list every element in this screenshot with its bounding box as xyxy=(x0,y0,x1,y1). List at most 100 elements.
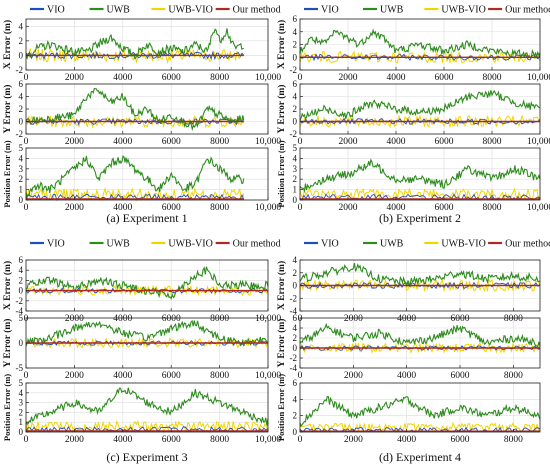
x-tick-label: 8000 xyxy=(210,73,229,83)
y-tick-label: 4 xyxy=(293,153,298,163)
x-tick-label: 2000 xyxy=(65,137,84,147)
series-uwb xyxy=(25,266,269,300)
y-tick-label: 4 xyxy=(19,153,24,163)
x-tick-label: 4000 xyxy=(397,435,416,445)
x-tick-label: 4000 xyxy=(113,203,132,213)
x-tick-label: 6000 xyxy=(162,203,181,213)
legend-label: VIO xyxy=(47,239,65,250)
y-tick-label: 3 xyxy=(293,164,298,174)
y-tick-label: 4 xyxy=(19,21,24,31)
series-uwb xyxy=(299,395,541,428)
y-axis-label: X Error (m) xyxy=(276,261,287,310)
axes-frame xyxy=(299,382,541,433)
y-tick-label: 0 xyxy=(19,286,24,296)
x-tick-label: 2000 xyxy=(65,371,84,381)
subplot-12: 0 2000 4000 6000 8000 0 2 4 6 Position Error (m) xyxy=(276,374,541,445)
x-tick-label: 4000 xyxy=(397,371,416,381)
x-tick-label: 2000 xyxy=(65,203,84,213)
x-tick-label: 2000 xyxy=(344,371,363,381)
x-tick-label: 2000 xyxy=(65,73,84,83)
y-tick-label: 4 xyxy=(293,394,298,404)
x-tick-label: 2000 xyxy=(65,435,84,445)
axes-frame xyxy=(25,18,269,71)
y-tick-label: 0 xyxy=(19,50,24,60)
x-tick-label: 6000 xyxy=(435,137,454,147)
y-tick-label: -2 xyxy=(290,65,298,75)
y-tick-label: 0 xyxy=(293,343,298,353)
legend-label: Our method xyxy=(505,5,550,16)
series-uwb xyxy=(25,155,245,200)
series-uwb xyxy=(25,387,269,426)
legend-4: VIO UWB UWB-VIO Our method xyxy=(304,239,550,250)
x-tick-label: 0 xyxy=(298,137,303,147)
x-tick-label: 0 xyxy=(24,203,29,213)
x-tick-label: 8000 xyxy=(210,435,229,445)
legend-label: Our method xyxy=(233,239,281,250)
x-tick-label: 0 xyxy=(298,73,303,83)
caption-experiment-4: (d) Experiment 4 xyxy=(379,450,461,464)
y-tick-label: -5 xyxy=(16,363,24,373)
axes-frame xyxy=(299,147,541,201)
legend-3: VIO UWB UWB-VIO Our method xyxy=(30,239,281,250)
legend-label: Our method xyxy=(505,239,550,250)
y-tick-label: 0 xyxy=(19,427,24,437)
y-tick-label: 2 xyxy=(19,407,24,417)
y-tick-label: 1 xyxy=(293,185,298,195)
series-uwb xyxy=(299,322,541,348)
legend-label: UWB-VIO xyxy=(441,5,485,16)
x-tick-label: 2000 xyxy=(339,73,358,83)
series-uwb xyxy=(299,158,541,193)
series-uwb xyxy=(25,28,244,60)
series-vio xyxy=(25,193,245,202)
x-tick-label: 6000 xyxy=(162,73,181,83)
y-axis-label: Y Error (m) xyxy=(276,85,287,134)
series-uwb-vio xyxy=(25,115,245,129)
legend-label: UWB xyxy=(107,5,131,16)
y-tick-label: 5 xyxy=(19,313,24,323)
x-tick-label: 10,000 xyxy=(255,435,281,445)
x-tick-label: 0 xyxy=(24,435,29,445)
y-tick-label: 5 xyxy=(19,378,24,388)
y-tick-label: 5 xyxy=(293,143,298,153)
x-tick-label: 8000 xyxy=(483,137,502,147)
x-tick-label: 0 xyxy=(24,73,29,83)
legend-label: VIO xyxy=(321,5,339,16)
y-tick-label: 6 xyxy=(19,79,24,89)
y-axis-label: X Error (m) xyxy=(276,20,287,69)
y-tick-label: 0 xyxy=(293,195,298,205)
series-uwb-vio xyxy=(299,341,541,354)
y-tick-label: 1 xyxy=(19,417,24,427)
y-tick-label: 2 xyxy=(293,333,298,343)
x-tick-label: 2000 xyxy=(339,137,358,147)
x-tick-label: 6000 xyxy=(435,73,454,83)
legend-label: UWB xyxy=(380,239,404,250)
y-axis-label: Position Error (m) xyxy=(2,140,12,207)
legend-label: VIO xyxy=(47,5,65,16)
x-tick-label: 4000 xyxy=(113,73,132,83)
y-tick-label: 6 xyxy=(293,378,298,388)
caption-experiment-2: (b) Experiment 2 xyxy=(379,211,461,225)
y-tick-label: -2 xyxy=(290,353,298,363)
y-tick-label: 2 xyxy=(293,40,298,50)
x-tick-label: 8000 xyxy=(483,203,502,213)
x-tick-label: 10,000 xyxy=(527,203,550,213)
y-tick-label: 4 xyxy=(293,27,298,37)
legend-label: UWB-VIO xyxy=(441,239,485,250)
y-tick-label: 2 xyxy=(19,275,24,285)
y-tick-label: 6 xyxy=(19,255,24,265)
legend-label: UWB xyxy=(107,239,131,250)
y-tick-label: -2 xyxy=(290,129,298,139)
axes-frame xyxy=(299,317,541,369)
legend-label: UWB-VIO xyxy=(168,239,212,250)
y-tick-label: 6 xyxy=(293,313,298,323)
y-tick-label: 2 xyxy=(293,268,298,278)
y-tick-label: 4 xyxy=(293,255,298,265)
y-tick-label: 2 xyxy=(19,174,24,184)
series-uwb-vio xyxy=(299,50,541,64)
y-tick-label: 5 xyxy=(19,143,24,153)
y-tick-label: 4 xyxy=(19,265,24,275)
legend-label: UWB xyxy=(380,5,404,16)
